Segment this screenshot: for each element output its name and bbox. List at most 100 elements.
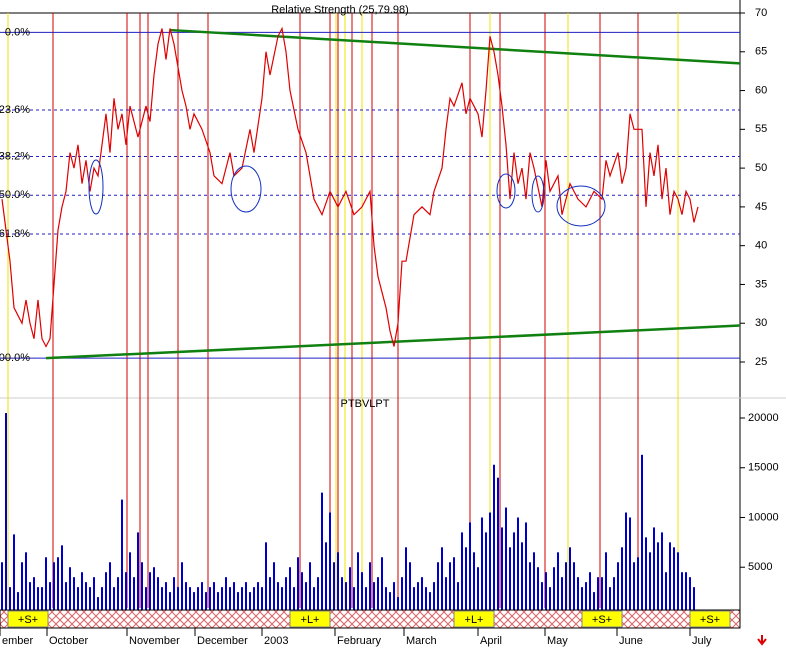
volume-bar [513, 532, 515, 610]
volume-bar [25, 552, 27, 610]
y-tick-label: 40 [755, 240, 767, 252]
volume-bar [481, 517, 483, 610]
volume-bar [345, 582, 347, 610]
volume-bar [313, 587, 315, 610]
volume-bar [561, 577, 563, 610]
volume-bar [621, 547, 623, 610]
volume-bar [49, 582, 51, 610]
band-label: +L+ [301, 614, 320, 626]
x-tick-label: May [547, 635, 568, 647]
volume-bar [633, 562, 635, 610]
volume-bar [565, 562, 567, 610]
fib-label: 00.0% [0, 352, 30, 364]
scroll-arrow[interactable] [757, 635, 767, 646]
band-box [453, 610, 495, 628]
volume-bar [581, 587, 583, 610]
band-label: +S+ [700, 614, 720, 626]
volume-bar [609, 587, 611, 610]
volume-bar [205, 592, 207, 610]
volume-bar [373, 582, 375, 610]
volume-bar [665, 572, 667, 610]
fib-label: 23.6% [0, 104, 30, 116]
volume-bar [213, 582, 215, 610]
volume-bar [569, 547, 571, 610]
volume-bar [193, 592, 195, 610]
volume-bar [361, 572, 363, 610]
volume-bar [553, 567, 555, 610]
volume-bar [69, 567, 71, 610]
volume-bar [309, 562, 311, 610]
volume-bar [13, 534, 15, 610]
volume-bar [653, 527, 655, 610]
annotation-ellipse [531, 175, 545, 213]
band-label: +S+ [592, 614, 612, 626]
volume-bar [365, 587, 367, 610]
volume-bar [577, 577, 579, 610]
y-tick-label: 25 [755, 356, 767, 368]
volume-bar [105, 572, 107, 610]
volume-bar [601, 577, 603, 610]
volume-bar [281, 587, 283, 610]
volume-bar [245, 582, 247, 610]
volume-bar [449, 562, 451, 610]
volume-bar [689, 577, 691, 610]
volume-bar [605, 552, 607, 610]
volume-bar [301, 572, 303, 610]
volume-bar [185, 582, 187, 610]
volume-bar [529, 562, 531, 610]
y-tick-label: 10000 [748, 511, 779, 523]
volume-bar [573, 562, 575, 610]
trendline [169, 28, 741, 65]
band-label: +S+ [18, 614, 38, 626]
y-tick-label: 65 [755, 46, 767, 58]
y-tick-label: 15000 [748, 462, 779, 474]
volume-bar [693, 587, 695, 610]
band-box [581, 610, 623, 628]
volume-bar [93, 577, 95, 610]
volume-bar [221, 587, 223, 610]
volume-bar [441, 547, 443, 610]
x-tick-label: ember [2, 635, 34, 647]
volume-bar [453, 557, 455, 610]
volume-bar [549, 587, 551, 610]
volume-bar [657, 542, 659, 610]
volume-bar [329, 512, 331, 610]
volume-bar [661, 532, 663, 610]
volume-bar [293, 587, 295, 610]
volume-bar [269, 577, 271, 610]
y-tick-label: 50 [755, 162, 767, 174]
volume-bar [637, 557, 639, 610]
volume-bar [237, 592, 239, 610]
volume-bar [145, 587, 147, 610]
band-label: +L+ [465, 614, 484, 626]
volume-bar [45, 557, 47, 610]
volume-bar [469, 522, 471, 610]
annotation-ellipse [230, 165, 262, 213]
volume-bar [73, 577, 75, 610]
y-tick-label: 20000 [748, 412, 779, 424]
volume-bar [129, 552, 131, 610]
volume-bar [533, 552, 535, 610]
volume-bar [541, 582, 543, 610]
volume-bar [61, 545, 63, 610]
volume-bar [273, 562, 275, 610]
volume-bar [217, 592, 219, 610]
volume-bar [197, 587, 199, 610]
volume-bar [409, 562, 411, 610]
volume-bar [189, 587, 191, 610]
volume-bar [641, 454, 643, 610]
volume-bar [353, 587, 355, 610]
volume-bar [181, 562, 183, 610]
volume-bar [557, 552, 559, 610]
volume-bar [261, 587, 263, 610]
volume-bar [5, 413, 7, 610]
volume-bar [85, 582, 87, 610]
volume-bar [525, 522, 527, 610]
volume-bar [29, 582, 31, 610]
volume-bar [465, 547, 467, 610]
volume-bar [341, 577, 343, 610]
volume-bar [121, 499, 123, 610]
volume-bar [585, 582, 587, 610]
volume-bar [493, 464, 495, 610]
